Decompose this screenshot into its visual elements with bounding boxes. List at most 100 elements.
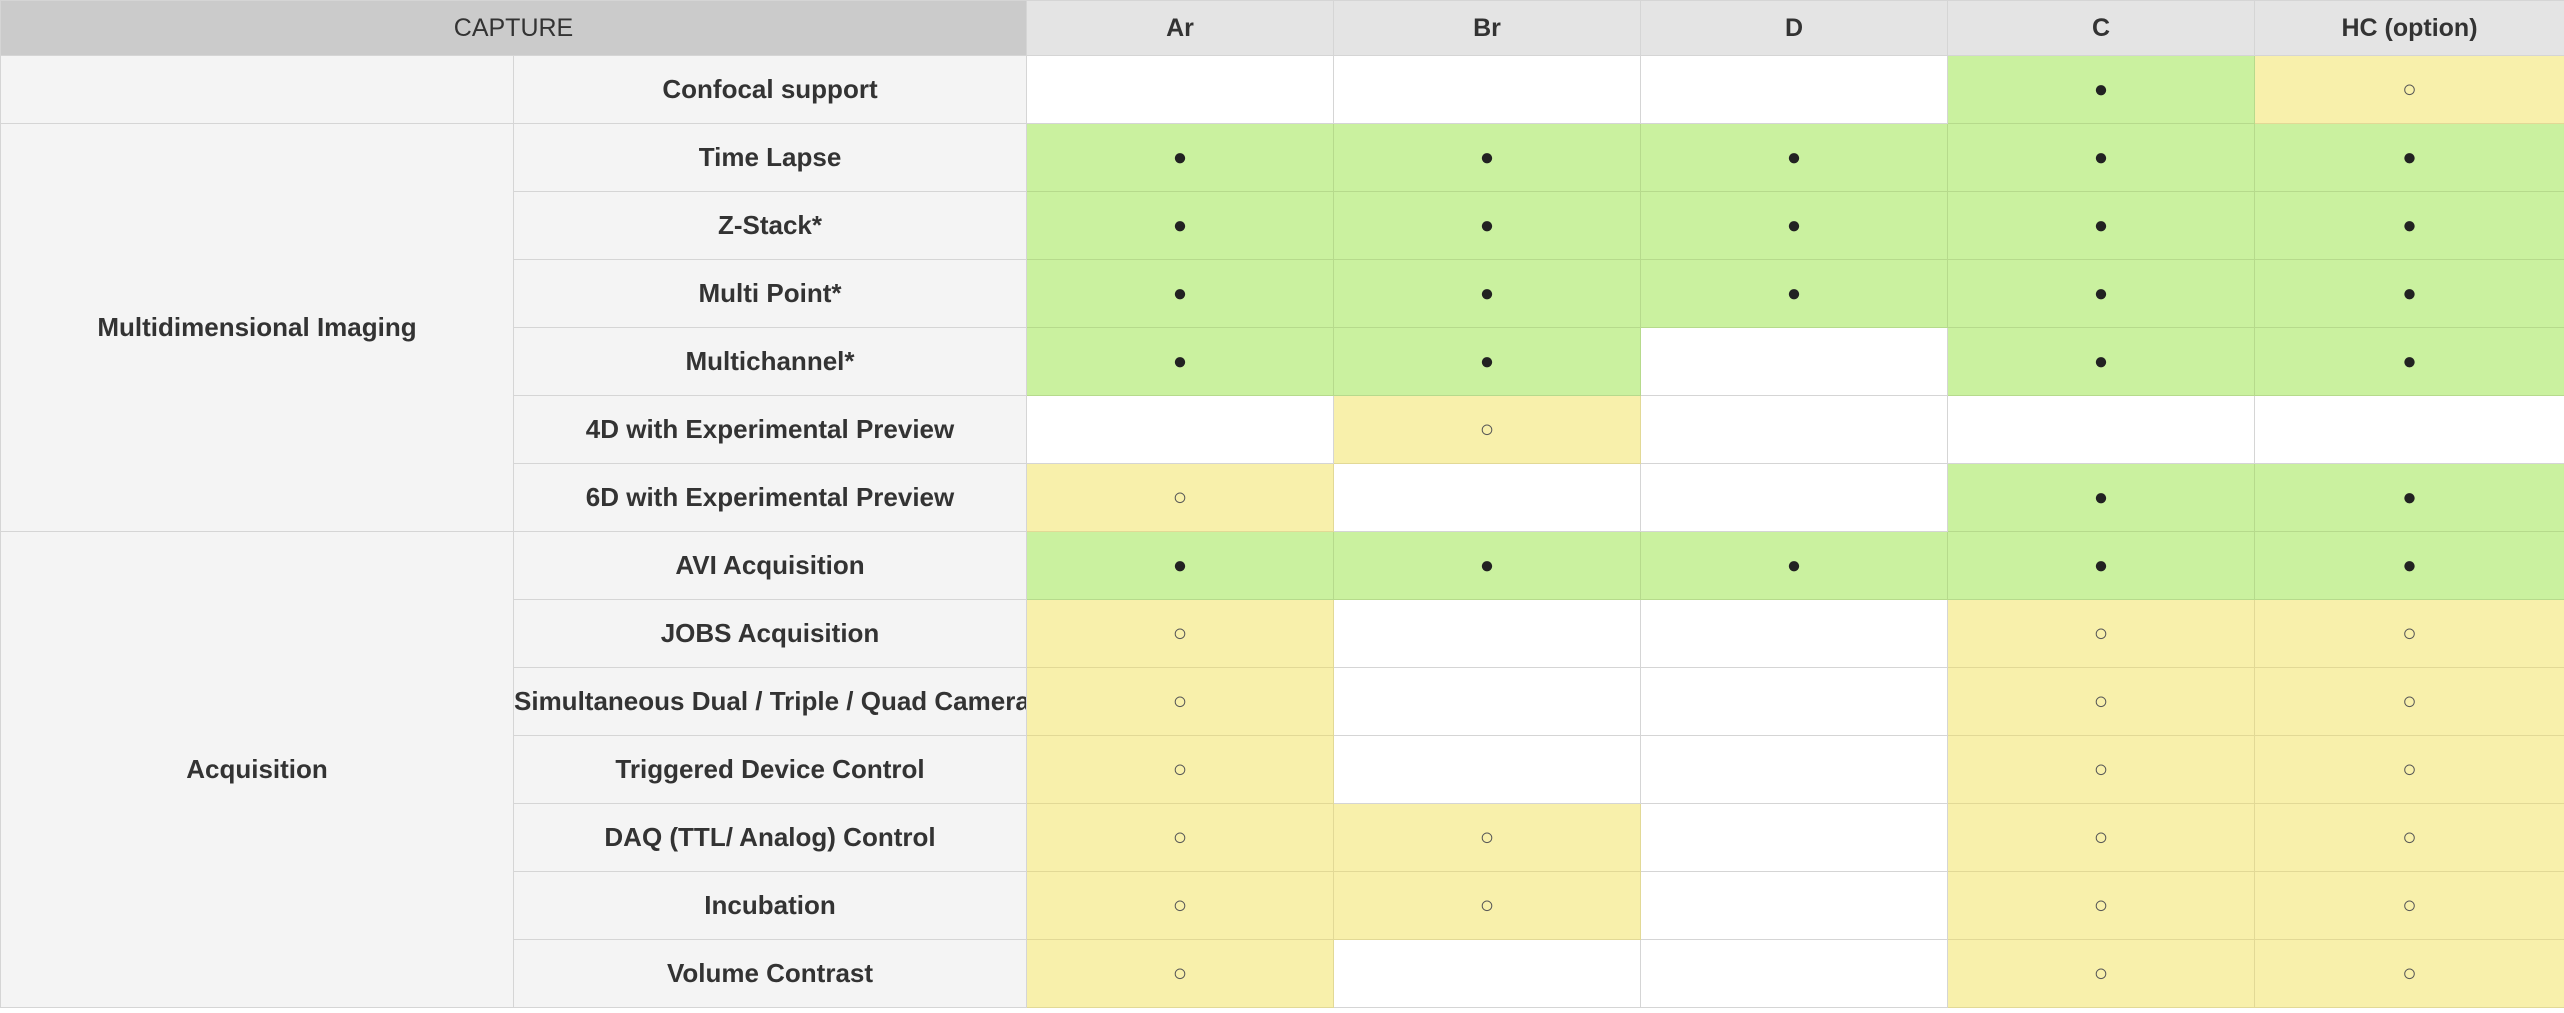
cell-d-supported: ●	[1640, 123, 1948, 192]
filled-dot-icon: ●	[2402, 279, 2417, 307]
cell-c-option: ○	[1947, 871, 2255, 940]
filled-dot-icon: ●	[1479, 143, 1495, 171]
table-row: Volume Contrast ○ ○ ○	[1, 939, 2564, 1008]
cell-hc-supported: ●	[2254, 123, 2564, 192]
table-row: Multichannel* ● ● ● ●	[1, 327, 2564, 396]
cell-d-empty	[1640, 55, 1948, 124]
feature-name-cell: Z-Stack*	[513, 191, 1027, 260]
filled-dot-icon: ●	[1786, 551, 1802, 579]
filled-dot-icon: ●	[2093, 483, 2109, 511]
filled-dot-icon: ●	[2402, 551, 2417, 579]
hollow-dot-icon: ○	[1479, 415, 1495, 443]
cell-br-option: ○	[1333, 871, 1641, 940]
cell-ar-option: ○	[1026, 871, 1334, 940]
cell-d-empty	[1640, 803, 1948, 872]
cell-br-empty	[1333, 735, 1641, 804]
hollow-dot-icon: ○	[1479, 823, 1495, 851]
column-header-d: D	[1640, 0, 1948, 56]
category-cell	[0, 55, 514, 124]
cell-c-supported: ●	[1947, 259, 2255, 328]
hollow-dot-icon: ○	[2402, 755, 2417, 783]
hollow-dot-icon: ○	[1479, 891, 1495, 919]
cell-c-supported: ●	[1947, 123, 2255, 192]
feature-name-cell: AVI Acquisition	[513, 531, 1027, 600]
cell-br-empty	[1333, 599, 1641, 668]
feature-name-cell: 6D with Experimental Preview	[513, 463, 1027, 532]
feature-name-cell: Incubation	[513, 871, 1027, 940]
feature-name-cell: DAQ (TTL/ Analog) Control	[513, 803, 1027, 872]
hollow-dot-icon: ○	[2402, 891, 2417, 919]
cell-d-empty	[1640, 463, 1948, 532]
cell-c-empty	[1947, 395, 2255, 464]
cell-hc-supported: ●	[2254, 191, 2564, 260]
table-row: Simultaneous Dual / Triple / Quad Camera…	[1, 667, 2564, 736]
cell-br-supported: ●	[1333, 327, 1641, 396]
filled-dot-icon: ●	[2402, 347, 2417, 375]
cell-d-supported: ●	[1640, 191, 1948, 260]
filled-dot-icon: ●	[2093, 143, 2109, 171]
cell-ar-supported: ●	[1026, 259, 1334, 328]
filled-dot-icon: ●	[1786, 211, 1802, 239]
column-header-ar: Ar	[1026, 0, 1334, 56]
cell-c-option: ○	[1947, 803, 2255, 872]
hollow-dot-icon: ○	[2402, 75, 2417, 103]
cell-c-supported: ●	[1947, 327, 2255, 396]
hollow-dot-icon: ○	[2093, 891, 2109, 919]
cell-hc-option: ○	[2254, 803, 2564, 872]
filled-dot-icon: ●	[1786, 143, 1802, 171]
cell-hc-option: ○	[2254, 939, 2564, 1008]
feature-name-cell: Multi Point*	[513, 259, 1027, 328]
cell-d-empty	[1640, 871, 1948, 940]
table-row: Triggered Device Control ○ ○ ○	[1, 735, 2564, 804]
cell-d-empty	[1640, 735, 1948, 804]
cell-d-empty	[1640, 939, 1948, 1008]
hollow-dot-icon: ○	[1172, 687, 1188, 715]
cell-c-supported: ●	[1947, 55, 2255, 124]
table-row: 4D with Experimental Preview ○	[1, 395, 2564, 464]
cell-ar-option: ○	[1026, 735, 1334, 804]
hollow-dot-icon: ○	[2402, 619, 2417, 647]
cell-hc-supported: ●	[2254, 327, 2564, 396]
hollow-dot-icon: ○	[2093, 619, 2109, 647]
header-row: CAPTURE Ar Br D C HC (option)	[0, 0, 2564, 56]
cell-hc-option: ○	[2254, 667, 2564, 736]
filled-dot-icon: ●	[1172, 279, 1188, 307]
cell-ar-option: ○	[1026, 599, 1334, 668]
feature-name-cell: Time Lapse	[513, 123, 1027, 192]
filled-dot-icon: ●	[1172, 551, 1188, 579]
filled-dot-icon: ●	[1479, 211, 1495, 239]
hollow-dot-icon: ○	[2402, 687, 2417, 715]
cell-ar-supported: ●	[1026, 123, 1334, 192]
filled-dot-icon: ●	[2093, 211, 2109, 239]
hollow-dot-icon: ○	[2093, 959, 2109, 987]
cell-ar-empty	[1026, 55, 1334, 124]
cell-d-empty	[1640, 599, 1948, 668]
cell-d-empty	[1640, 667, 1948, 736]
hollow-dot-icon: ○	[1172, 619, 1188, 647]
cell-c-supported: ●	[1947, 463, 2255, 532]
table-row: Z-Stack* ● ● ● ● ●	[1, 191, 2564, 260]
hollow-dot-icon: ○	[2093, 823, 2109, 851]
cell-ar-empty	[1026, 395, 1334, 464]
filled-dot-icon: ●	[2402, 483, 2417, 511]
category-cell: Acquisition	[0, 531, 514, 1008]
cell-br-empty	[1333, 55, 1641, 124]
cell-ar-supported: ●	[1026, 531, 1334, 600]
cell-d-empty	[1640, 395, 1948, 464]
table-row: 6D with Experimental Preview ○ ● ●	[1, 463, 2564, 532]
cell-hc-option: ○	[2254, 871, 2564, 940]
cell-br-option: ○	[1333, 395, 1641, 464]
cell-hc-supported: ●	[2254, 531, 2564, 600]
filled-dot-icon: ●	[1786, 279, 1802, 307]
capture-header: CAPTURE	[0, 0, 1027, 56]
cell-d-empty	[1640, 327, 1948, 396]
hollow-dot-icon: ○	[1172, 483, 1188, 511]
cell-ar-supported: ●	[1026, 327, 1334, 396]
filled-dot-icon: ●	[2402, 211, 2417, 239]
cell-hc-option: ○	[2254, 55, 2564, 124]
column-header-hc: HC (option)	[2254, 0, 2564, 56]
hollow-dot-icon: ○	[2402, 959, 2417, 987]
cell-d-supported: ●	[1640, 259, 1948, 328]
table-body: Confocal support ● ○ Multidimensional Imagi…	[0, 55, 2564, 1008]
cell-c-option: ○	[1947, 667, 2255, 736]
